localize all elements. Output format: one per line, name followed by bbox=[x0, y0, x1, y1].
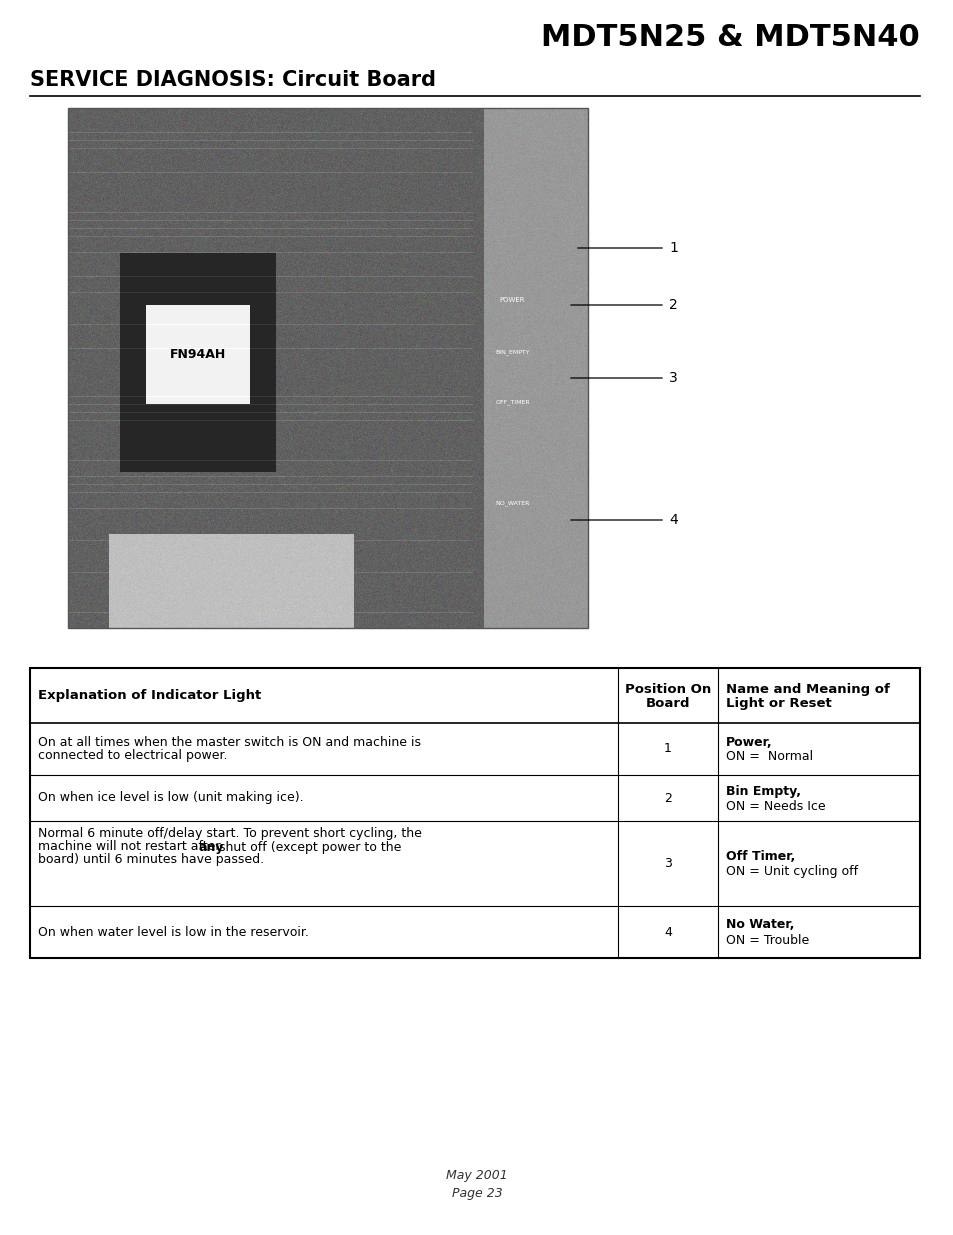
Text: 3: 3 bbox=[668, 370, 677, 385]
Text: Page 23: Page 23 bbox=[451, 1187, 502, 1199]
Text: Normal 6 minute off/delay start. To prevent short cycling, the: Normal 6 minute off/delay start. To prev… bbox=[38, 827, 421, 841]
Text: May 2001: May 2001 bbox=[446, 1168, 507, 1182]
Text: any: any bbox=[198, 841, 224, 853]
Text: Bin Empty,: Bin Empty, bbox=[725, 784, 801, 798]
Text: Power,: Power, bbox=[725, 736, 772, 748]
Text: Off Timer,: Off Timer, bbox=[725, 850, 795, 863]
Text: 2: 2 bbox=[663, 792, 671, 804]
Text: 3: 3 bbox=[663, 857, 671, 869]
Text: ON = Needs Ice: ON = Needs Ice bbox=[725, 799, 824, 813]
Text: On at all times when the master switch is ON and machine is: On at all times when the master switch i… bbox=[38, 736, 420, 748]
Text: NO_WATER: NO_WATER bbox=[495, 500, 529, 506]
Text: board) until 6 minutes have passed.: board) until 6 minutes have passed. bbox=[38, 853, 264, 867]
Text: 1: 1 bbox=[663, 742, 671, 756]
Text: OFF_TIMER: OFF_TIMER bbox=[495, 399, 529, 405]
Bar bbox=[30, 668, 919, 958]
Text: Light or Reset: Light or Reset bbox=[725, 697, 831, 710]
Text: ON = Trouble: ON = Trouble bbox=[725, 934, 808, 946]
Text: On when ice level is low (unit making ice).: On when ice level is low (unit making ic… bbox=[38, 792, 303, 804]
Text: Position On: Position On bbox=[624, 683, 710, 697]
Text: MDT5N25 & MDT5N40: MDT5N25 & MDT5N40 bbox=[540, 23, 919, 53]
Text: No Water,: No Water, bbox=[725, 919, 794, 931]
Text: 4: 4 bbox=[663, 925, 671, 939]
Text: Name and Meaning of: Name and Meaning of bbox=[725, 683, 889, 697]
Text: 2: 2 bbox=[668, 298, 677, 312]
Text: BIN_EMPTY: BIN_EMPTY bbox=[495, 350, 529, 356]
Bar bbox=[68, 107, 587, 629]
Text: Explanation of Indicator Light: Explanation of Indicator Light bbox=[38, 689, 261, 701]
Text: ON = Unit cycling off: ON = Unit cycling off bbox=[725, 864, 858, 878]
Text: POWER: POWER bbox=[499, 298, 525, 304]
Text: ON =  Normal: ON = Normal bbox=[725, 751, 812, 763]
Text: connected to electrical power.: connected to electrical power. bbox=[38, 748, 227, 762]
Text: Board: Board bbox=[645, 697, 690, 710]
Text: SERVICE DIAGNOSIS: Circuit Board: SERVICE DIAGNOSIS: Circuit Board bbox=[30, 70, 436, 90]
Text: shut off (except power to the: shut off (except power to the bbox=[214, 841, 401, 853]
Text: 4: 4 bbox=[668, 513, 677, 527]
Text: 1: 1 bbox=[668, 241, 678, 254]
Text: FN94AH: FN94AH bbox=[170, 348, 226, 362]
Text: machine will not restart after: machine will not restart after bbox=[38, 841, 224, 853]
Text: On when water level is low in the reservoir.: On when water level is low in the reserv… bbox=[38, 925, 309, 939]
